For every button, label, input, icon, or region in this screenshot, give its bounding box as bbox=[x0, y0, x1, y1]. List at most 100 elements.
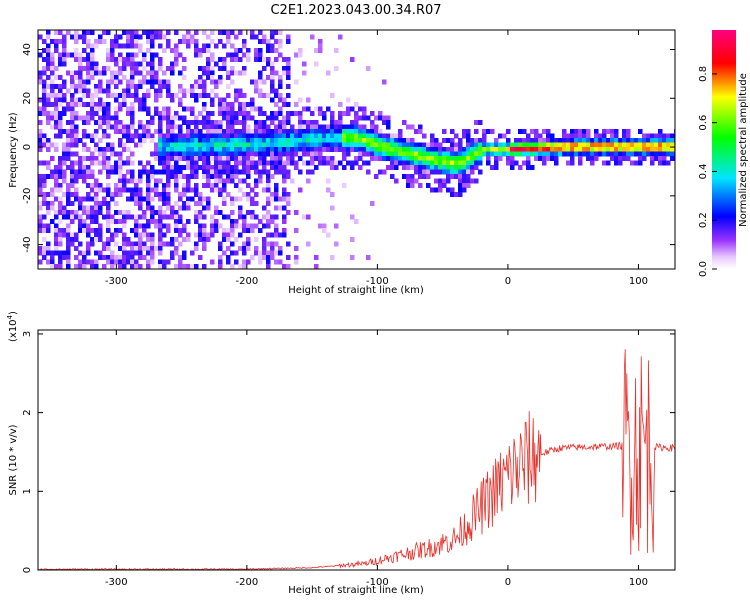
spectrogram-cell bbox=[54, 210, 59, 215]
spectrogram-cell bbox=[82, 30, 87, 35]
spectrogram-cell bbox=[74, 84, 79, 89]
spectrogram-cell bbox=[58, 210, 63, 215]
spectrogram-cell bbox=[262, 124, 267, 130]
spectrogram-cell bbox=[530, 165, 535, 170]
spectrogram-cell bbox=[150, 30, 155, 35]
spectrogram-cell bbox=[322, 156, 327, 161]
spectrogram-cell bbox=[46, 102, 51, 107]
spectrogram-cell bbox=[310, 120, 315, 125]
spectrogram-cell bbox=[602, 160, 607, 166]
spectrogram-cell bbox=[82, 84, 87, 89]
spectrogram-cell bbox=[238, 196, 243, 202]
spectrogram-cell bbox=[90, 106, 95, 112]
spectrogram-cell bbox=[182, 201, 187, 206]
spectrogram-cell bbox=[150, 120, 155, 125]
spectrogram-cell bbox=[402, 138, 407, 143]
spectrogram-cell bbox=[282, 187, 287, 193]
spectrogram-cell bbox=[174, 61, 179, 67]
snr-y-exponent: (x104) bbox=[6, 311, 19, 342]
spectrogram-cell bbox=[146, 93, 151, 98]
spectrogram-cell bbox=[166, 43, 171, 49]
spectrogram-cell bbox=[666, 133, 671, 139]
spectrogram-cell bbox=[310, 156, 315, 161]
spectrogram-cell bbox=[82, 156, 87, 161]
spectrogram-cell bbox=[422, 169, 427, 175]
spectrogram-x-label: Height of straight line (km) bbox=[288, 285, 424, 296]
spectrogram-cell bbox=[246, 124, 251, 130]
spectrogram-cell bbox=[362, 111, 367, 116]
spectrogram-cell bbox=[374, 129, 379, 134]
spectrogram-cell bbox=[186, 174, 191, 179]
spectrogram-cell bbox=[578, 133, 583, 139]
spectrogram-cell bbox=[246, 160, 251, 166]
spectrogram-cell bbox=[186, 120, 191, 125]
spectrogram-cell bbox=[250, 142, 255, 148]
spectrogram-frame bbox=[37, 29, 676, 270]
spectrogram-cell bbox=[86, 196, 91, 202]
spectrogram-cell bbox=[174, 115, 179, 121]
spectrogram-cell bbox=[86, 210, 91, 215]
spectrogram-cell bbox=[254, 129, 259, 134]
spectrogram-cell bbox=[134, 66, 139, 71]
spectrogram-cell bbox=[134, 133, 139, 139]
spectrogram-cell bbox=[90, 237, 95, 242]
spectrogram-cell bbox=[274, 250, 279, 256]
spectrogram-cell bbox=[486, 151, 491, 157]
spectrogram-cell bbox=[394, 165, 399, 170]
spectrogram-cell bbox=[134, 178, 139, 184]
spectrogram-cell bbox=[142, 228, 147, 233]
spectrogram-cell bbox=[210, 156, 215, 161]
spectrogram-cell bbox=[134, 219, 139, 224]
spectrogram-cell bbox=[106, 57, 111, 62]
spectrogram-cell bbox=[74, 97, 79, 103]
spectrogram-cell bbox=[226, 151, 231, 157]
spectrogram-cell bbox=[298, 129, 303, 134]
spectrogram-cell bbox=[246, 57, 251, 62]
spectrogram-cell bbox=[246, 196, 251, 202]
spectrogram-cell bbox=[662, 151, 667, 157]
spectrogram-cell bbox=[394, 156, 399, 161]
spectrogram-cell bbox=[442, 165, 447, 170]
spectrogram-cell bbox=[54, 106, 59, 112]
spectrogram-cell bbox=[298, 48, 303, 53]
spectrogram-cell bbox=[270, 48, 275, 53]
spectrogram-cell bbox=[482, 142, 487, 148]
spectrogram-cell bbox=[58, 115, 63, 121]
spectrogram-cell bbox=[366, 115, 371, 121]
spectrogram-cell bbox=[94, 102, 99, 107]
spectrogram-cell bbox=[574, 142, 579, 148]
spectrogram-cell bbox=[222, 57, 227, 62]
spectrogram-cell bbox=[62, 34, 67, 40]
spectrogram-cell bbox=[298, 156, 303, 161]
spectrogram-cell bbox=[226, 129, 231, 134]
spectrogram-cell bbox=[254, 246, 259, 251]
spectrogram-cell bbox=[302, 147, 307, 152]
spectrogram-cell bbox=[198, 228, 203, 233]
spectrogram-cell bbox=[394, 160, 399, 166]
spectrogram-cell bbox=[270, 129, 275, 134]
spectrogram-cell bbox=[262, 57, 267, 62]
spectrogram-cell bbox=[262, 138, 267, 143]
spectrogram-cell bbox=[398, 151, 403, 157]
spectrogram-cell bbox=[602, 151, 607, 157]
spectrogram-cell bbox=[482, 133, 487, 139]
spectrogram-cell bbox=[62, 192, 67, 197]
spectrogram-cell bbox=[74, 237, 79, 242]
spectrogram-cell bbox=[238, 57, 243, 62]
spectrogram-cell bbox=[218, 246, 223, 251]
spectrogram-cell bbox=[194, 138, 199, 143]
spectrogram-cell bbox=[554, 142, 559, 148]
spectrogram-cell bbox=[338, 34, 343, 40]
spectrogram-cell bbox=[114, 129, 119, 134]
spectrogram-cell bbox=[62, 147, 67, 152]
spectrogram-cell bbox=[242, 52, 247, 58]
spectrogram-cell bbox=[366, 66, 371, 71]
spectrogram-cell bbox=[310, 147, 315, 152]
spectrogram-cell bbox=[210, 219, 215, 224]
spectrogram-cell bbox=[534, 133, 539, 139]
spectrogram-cell bbox=[166, 93, 171, 98]
spectrogram-cell bbox=[134, 93, 139, 98]
spectrogram-cell bbox=[550, 133, 555, 139]
spectrogram-cell bbox=[78, 156, 83, 161]
spectrogram-cell bbox=[86, 223, 91, 229]
